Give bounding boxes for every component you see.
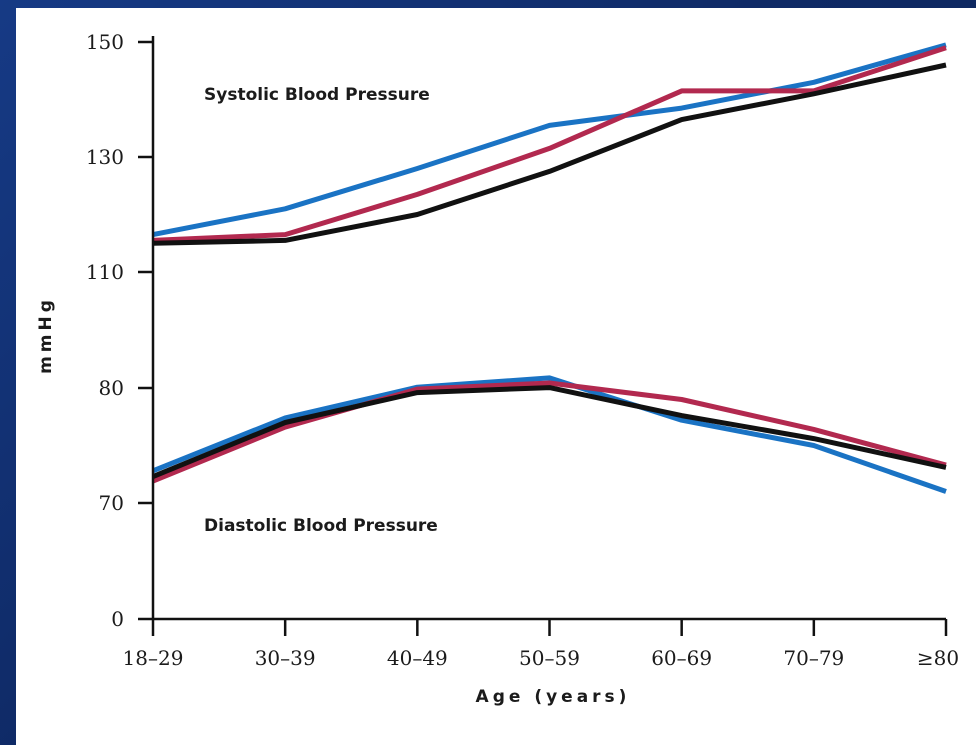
y-tick-label: 150 bbox=[86, 30, 124, 54]
systolic-series-line-0 bbox=[152, 42, 947, 238]
diastolic-annotation: Diastolic Blood Pressure bbox=[204, 516, 438, 536]
y-tick-label: 0 bbox=[111, 607, 124, 631]
systolic-annotation: Systolic Blood Pressure bbox=[204, 85, 430, 105]
systolic-series-line-1 bbox=[152, 45, 947, 243]
y-tick-label: 130 bbox=[86, 145, 124, 169]
x-tick-label: ≥80 bbox=[917, 646, 959, 670]
x-tick-label: 30–39 bbox=[255, 646, 316, 670]
x-tick-label: 18–29 bbox=[123, 646, 184, 670]
x-axis-title: Age (years) bbox=[476, 687, 631, 707]
series-layer bbox=[152, 42, 947, 494]
x-tick-label: 70–79 bbox=[783, 646, 844, 670]
y-tick-label: 80 bbox=[99, 376, 124, 400]
y-tick-label: 110 bbox=[86, 260, 124, 284]
x-tick-label: 60–69 bbox=[651, 646, 712, 670]
y-axis-title: mmHg bbox=[36, 296, 56, 374]
chart-panel bbox=[16, 8, 976, 745]
diastolic-series-line-3 bbox=[152, 375, 947, 494]
x-tick-label: 50–59 bbox=[519, 646, 580, 670]
x-tick-label: 40–49 bbox=[387, 646, 448, 670]
ticks-layer: 150 130 110 80 70 0 18–29 30–39 40–49 50–59 60–69 7… bbox=[86, 30, 959, 670]
diastolic-series-line-5 bbox=[152, 385, 947, 479]
systolic-series-line-2 bbox=[152, 62, 947, 246]
diastolic-series-line-4 bbox=[152, 380, 947, 484]
y-tick-label: 70 bbox=[99, 491, 124, 515]
